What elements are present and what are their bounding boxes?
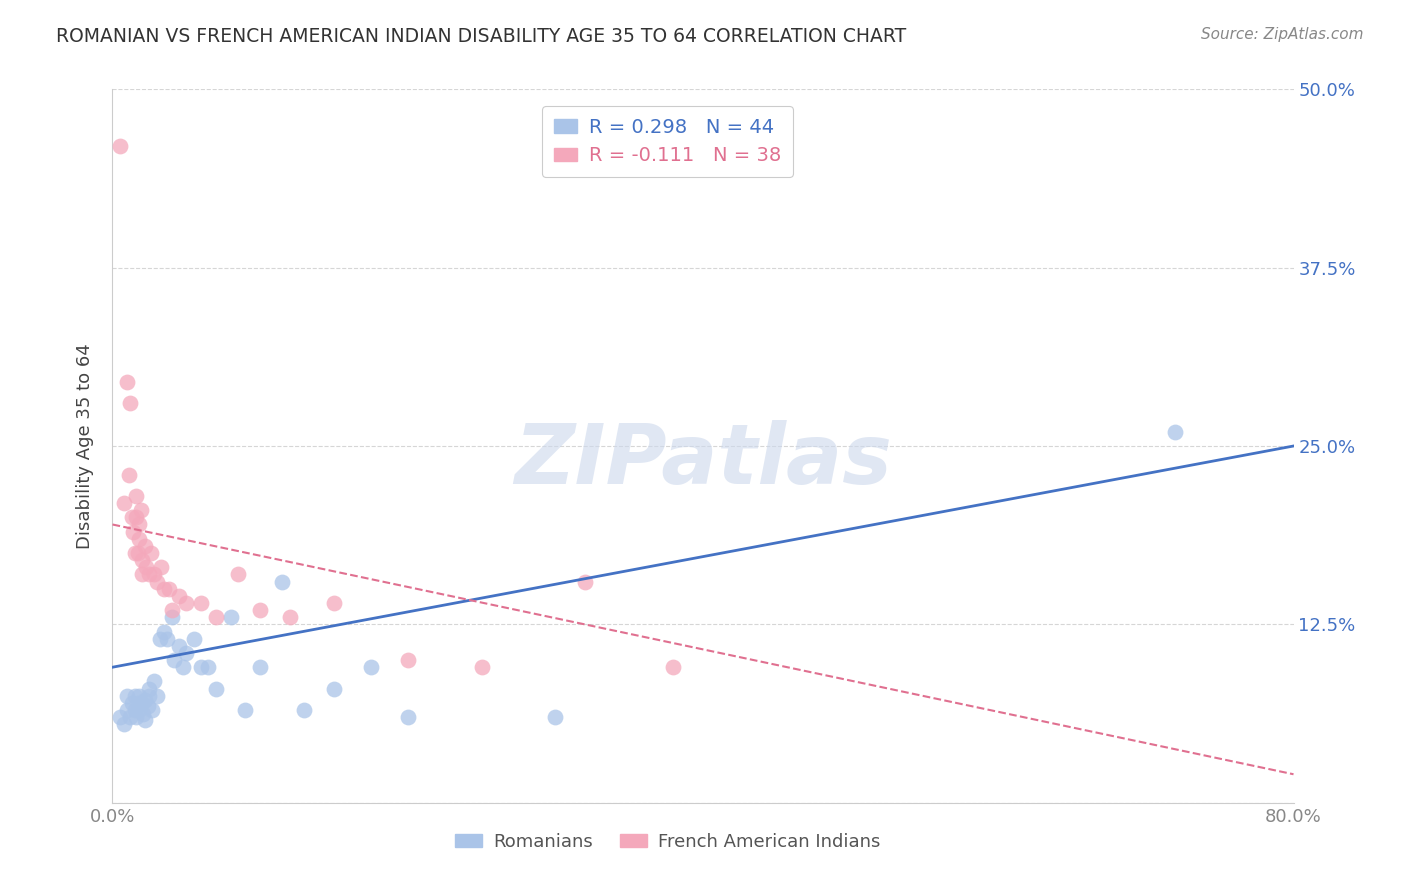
Point [160,603,183,617]
Point [183,632,205,646]
Point [112,717,135,731]
Point [396,653,419,667]
Y-axis label: Disability Age 35 to 64: Disability Age 35 to 64 [76,343,94,549]
Point [125,510,148,524]
Point [662,660,685,674]
Point [292,703,315,717]
Point [124,703,146,717]
Point [121,510,143,524]
Point [153,582,176,596]
Point [167,589,190,603]
Point [118,467,141,482]
Point [323,596,346,610]
Point [174,646,197,660]
Point [108,710,131,724]
Point [129,503,152,517]
Point [135,560,157,574]
Point [134,539,156,553]
Point [146,689,169,703]
Point [134,693,156,707]
Point [131,553,153,567]
Point [138,689,160,703]
Point [271,574,294,589]
Point [160,610,183,624]
Point [124,546,146,560]
Point [122,524,145,539]
Point [120,710,142,724]
Point [128,703,150,717]
Point [131,696,153,710]
Point [128,689,150,703]
Point [157,582,180,596]
Point [121,696,143,710]
Point [138,567,160,582]
Point [574,574,596,589]
Point [205,610,228,624]
Point [127,696,149,710]
Text: Source: ZipAtlas.com: Source: ZipAtlas.com [1201,27,1364,42]
Point [197,660,219,674]
Point [150,560,173,574]
Point [125,710,148,724]
Point [470,660,494,674]
Point [278,610,301,624]
Point [108,139,131,153]
Point [139,546,162,560]
Point [174,596,197,610]
Legend: Romanians, French American Indians: Romanians, French American Indians [449,826,887,858]
Point [360,660,382,674]
Point [219,610,242,624]
Point [1164,425,1187,439]
Point [190,660,212,674]
Point [141,703,163,717]
Point [167,639,190,653]
Point [117,703,138,717]
Point [146,574,169,589]
Point [142,567,165,582]
Point [323,681,346,696]
Point [117,689,138,703]
Point [136,698,159,713]
Point [125,489,148,503]
Point [544,710,567,724]
Point [396,710,419,724]
Point [249,603,271,617]
Point [142,674,165,689]
Point [120,396,142,410]
Point [132,707,155,722]
Point [128,517,150,532]
Point [138,681,160,696]
Point [190,596,212,610]
Point [149,632,172,646]
Text: ZIPatlas: ZIPatlas [515,420,891,500]
Point [117,375,138,389]
Point [124,689,146,703]
Point [127,546,149,560]
Point [226,567,249,582]
Point [249,660,271,674]
Point [172,660,194,674]
Point [153,624,176,639]
Point [205,681,228,696]
Text: ROMANIAN VS FRENCH AMERICAN INDIAN DISABILITY AGE 35 TO 64 CORRELATION CHART: ROMANIAN VS FRENCH AMERICAN INDIAN DISAB… [56,27,907,45]
Point [128,532,150,546]
Point [134,713,156,727]
Point [131,567,153,582]
Point [156,632,179,646]
Point [112,496,135,510]
Point [163,653,186,667]
Point [233,703,256,717]
